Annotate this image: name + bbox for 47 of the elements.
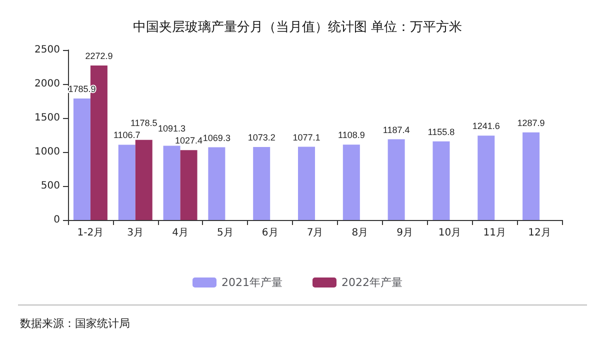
data-label: 1178.5 xyxy=(130,118,158,128)
x-tick-label: 3月 xyxy=(127,228,144,238)
data-label: 1241.6 xyxy=(472,121,500,132)
bar xyxy=(432,141,450,220)
bar xyxy=(253,147,270,220)
x-tick-label: 5月 xyxy=(216,228,234,238)
bar xyxy=(208,147,226,220)
x-tick-label: 9月 xyxy=(396,228,414,238)
data-label: 1108.9 xyxy=(338,130,365,140)
data-label: 1091.3 xyxy=(158,124,186,134)
data-label: 1155.8 xyxy=(428,126,455,137)
chart-title: 中国夹层玻璃产量分月（当月值）统计图 单位：万平方米 xyxy=(132,19,462,35)
data-label: 2272.9 xyxy=(85,50,113,61)
bar xyxy=(135,140,152,220)
bar xyxy=(118,144,136,220)
x-tick-label: 1-2月 xyxy=(77,228,104,238)
x-tick-label: 7月 xyxy=(306,228,324,238)
x-tick-label: 6月 xyxy=(262,228,278,238)
y-tick-label: 1500 xyxy=(34,112,60,124)
bar xyxy=(163,146,180,220)
y-tick-label: 500 xyxy=(40,180,60,192)
x-tick-label: 11月 xyxy=(483,228,506,238)
y-tick-label: 2500 xyxy=(34,44,60,56)
data-label: 1027.4 xyxy=(175,136,203,146)
bar xyxy=(180,150,198,220)
bar xyxy=(522,132,540,220)
legend-label: 2022年产量 xyxy=(342,276,402,289)
source-note: 数据来源：国家统计局 xyxy=(20,317,130,330)
data-label: 1073.2 xyxy=(248,132,276,143)
bar xyxy=(73,98,90,220)
data-label: 1187.4 xyxy=(382,124,410,135)
data-label: 1287.9 xyxy=(517,118,545,128)
x-tick-label: 12月 xyxy=(528,228,551,238)
y-tick-label: 1000 xyxy=(34,146,60,158)
bar xyxy=(342,144,360,220)
bar xyxy=(478,136,495,220)
data-label: 1106.7 xyxy=(113,130,140,140)
x-tick-label: 10月 xyxy=(438,228,462,238)
x-tick-label: 4月 xyxy=(172,228,188,238)
data-label: 1069.3 xyxy=(202,132,230,143)
y-tick-label: 2000 xyxy=(34,78,60,90)
x-tick-label: 8月 xyxy=(352,228,368,238)
y-tick-label: 0 xyxy=(54,214,60,226)
bar xyxy=(298,146,315,220)
data-label: 1077.1 xyxy=(292,132,320,142)
legend-label: 2021年产量 xyxy=(222,276,283,289)
bar xyxy=(388,139,405,220)
